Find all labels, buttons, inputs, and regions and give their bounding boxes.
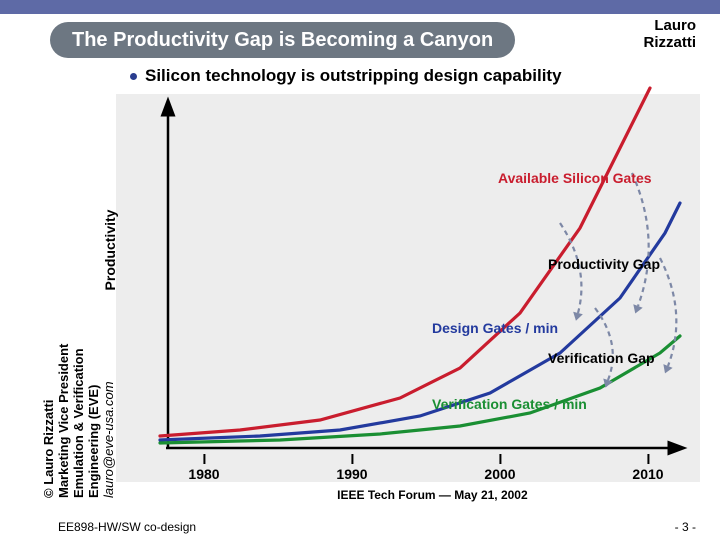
- slide-title-pill: The Productivity Gap is Becoming a Canyo…: [50, 22, 515, 58]
- credit-line: © Lauro Rizzatti: [42, 344, 57, 498]
- chart-label: Available Silicon Gates: [498, 170, 652, 186]
- footer-right: - 3 -: [675, 520, 696, 534]
- x-tick: 1990: [336, 454, 367, 482]
- chart-label: Design Gates / min: [432, 320, 558, 336]
- header-band: [0, 0, 720, 14]
- x-tick-label: 1980: [188, 466, 219, 482]
- credit-line: Marketing Vice President: [57, 344, 72, 498]
- x-tick-label: 2010: [632, 466, 663, 482]
- y-axis-label: Productivity: [102, 210, 118, 291]
- author-name: Lauro Rizzatti: [644, 18, 697, 51]
- curve-design: [160, 203, 680, 440]
- gap-arrowhead-0: [571, 312, 583, 322]
- x-tick: 2010: [632, 454, 663, 482]
- gap-arrow-1: [632, 173, 649, 306]
- chart-label: Verification Gap: [548, 350, 655, 366]
- footer-left: EE898-HW/SW co-design: [58, 520, 196, 534]
- x-tick-label: 2000: [484, 466, 515, 482]
- chart-source: IEEE Tech Forum — May 21, 2002: [337, 488, 528, 502]
- gap-arrowhead-1: [631, 304, 643, 315]
- author-line-1: Lauro: [644, 18, 697, 35]
- left-credit: © Lauro RizzattiMarketing Vice President…: [42, 344, 117, 498]
- bullet-row: Silicon technology is outstripping desig…: [130, 66, 562, 86]
- tick-mark: [203, 454, 205, 464]
- x-tick: 2000: [484, 454, 515, 482]
- chart-svg: [160, 108, 672, 450]
- x-tick-label: 1990: [336, 466, 367, 482]
- plot-area: [160, 108, 672, 450]
- x-tick: 1980: [188, 454, 219, 482]
- gap-arrowhead-3: [660, 364, 672, 375]
- tick-mark: [351, 454, 353, 464]
- bullet-icon: [130, 73, 137, 80]
- bullet-text: Silicon technology is outstripping desig…: [145, 66, 562, 86]
- tick-mark: [647, 454, 649, 464]
- tick-mark: [499, 454, 501, 464]
- credit-line: Emulation & Verification: [72, 344, 87, 498]
- author-line-2: Rizzatti: [644, 35, 697, 52]
- slide: The Productivity Gap is Becoming a Canyo…: [0, 0, 720, 540]
- credit-line: lauro@eve-usa.com: [102, 344, 117, 498]
- chart-label: Verification Gates / min: [432, 396, 587, 412]
- chart-label: Productivity Gap: [548, 256, 660, 272]
- credit-line: Engineering (EVE): [87, 344, 102, 498]
- slide-title: The Productivity Gap is Becoming a Canyo…: [72, 29, 493, 52]
